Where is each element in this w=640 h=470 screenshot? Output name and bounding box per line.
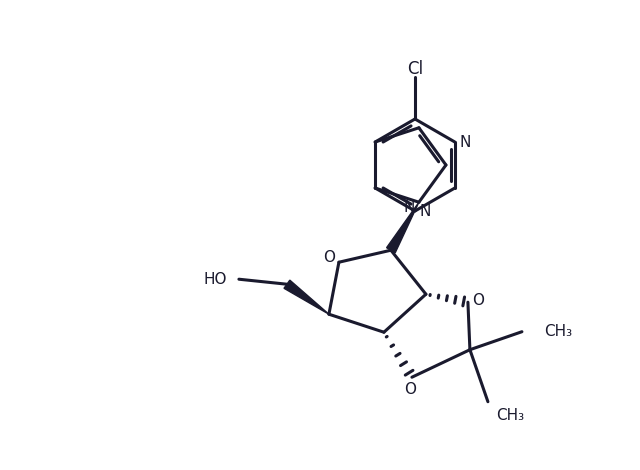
Text: CH₃: CH₃ [544, 324, 572, 339]
Text: HO: HO [204, 272, 227, 287]
Text: N: N [459, 134, 470, 149]
Text: N: N [403, 200, 415, 215]
Text: O: O [404, 382, 416, 397]
Polygon shape [284, 280, 329, 314]
Text: Cl: Cl [407, 60, 423, 78]
Text: N: N [419, 204, 431, 219]
Text: CH₃: CH₃ [496, 408, 524, 423]
Text: O: O [472, 293, 484, 308]
Text: O: O [323, 250, 335, 265]
Polygon shape [387, 202, 419, 253]
